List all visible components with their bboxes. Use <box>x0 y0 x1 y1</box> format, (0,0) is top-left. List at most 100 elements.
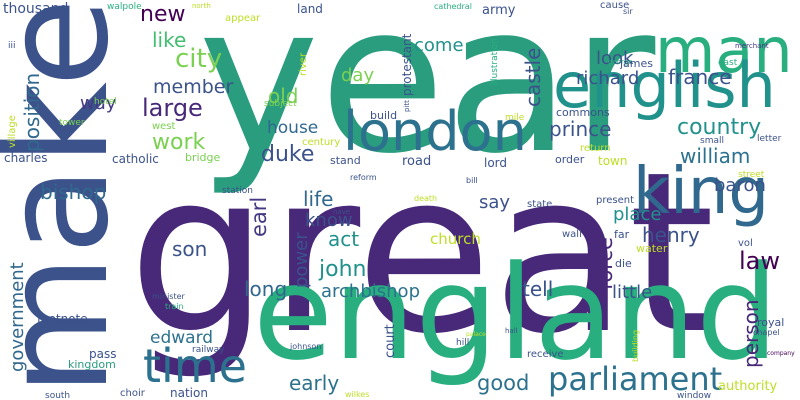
word: duke <box>261 142 314 167</box>
word: life <box>303 187 333 211</box>
word: thousand <box>3 1 68 17</box>
word: english <box>553 49 776 122</box>
word: nation <box>170 386 208 400</box>
word: long <box>244 277 287 301</box>
word: position <box>20 73 44 152</box>
word: army <box>482 3 516 18</box>
word: hall <box>505 327 518 335</box>
word: country <box>677 115 761 140</box>
word: water <box>636 242 668 255</box>
word: member <box>153 76 233 98</box>
word: london <box>343 100 527 163</box>
word: look <box>596 48 634 69</box>
word: village <box>7 115 18 148</box>
word: return <box>580 143 611 154</box>
word: pass <box>89 347 116 361</box>
word: footnote <box>37 312 88 326</box>
word: royal <box>757 316 784 329</box>
word: chapel <box>753 328 780 337</box>
word: like <box>152 28 186 52</box>
word: nave <box>333 208 350 216</box>
word: archbishop <box>321 281 420 302</box>
word: johnson <box>289 342 321 351</box>
word: great <box>128 125 715 383</box>
word: stand <box>330 154 361 167</box>
word: subject <box>264 99 297 109</box>
word: law <box>739 247 780 275</box>
word: reform <box>350 173 377 182</box>
word: way <box>80 93 117 114</box>
word: appear <box>225 13 261 24</box>
word: england <box>253 237 779 389</box>
word: earl <box>247 197 271 237</box>
word: street <box>738 170 765 180</box>
word: river <box>298 52 309 76</box>
word: early <box>289 371 339 395</box>
word: road <box>402 154 431 169</box>
word: george <box>608 58 633 66</box>
word: make <box>0 0 141 396</box>
word: john <box>318 257 366 282</box>
word: baron <box>714 175 766 196</box>
word: act <box>328 227 359 251</box>
word: say <box>479 192 510 213</box>
word: company <box>767 350 795 357</box>
word: hill <box>456 338 469 348</box>
word: railway <box>192 345 225 355</box>
word: west <box>152 121 176 132</box>
word: hotel <box>94 97 117 107</box>
word: tower <box>59 118 85 128</box>
word: wilkes <box>345 390 369 399</box>
word: bridge <box>185 151 221 164</box>
word: far <box>614 228 630 241</box>
word: walpole <box>107 2 142 12</box>
word: force <box>593 237 617 290</box>
word: day <box>341 65 374 86</box>
word: east <box>718 58 738 68</box>
word: man <box>655 14 793 87</box>
word: window <box>677 391 711 400</box>
word: receive <box>527 349 564 360</box>
word: little <box>612 282 652 303</box>
word: good <box>477 371 529 395</box>
word: tell <box>522 277 553 301</box>
word: iii <box>8 41 16 51</box>
word: come <box>414 35 464 56</box>
word: king <box>633 155 769 229</box>
word: time <box>143 339 247 393</box>
word: know <box>305 210 353 231</box>
word: die <box>615 257 632 270</box>
word: cause <box>600 0 629 11</box>
word: prince <box>549 117 611 141</box>
word: place <box>613 204 661 225</box>
word: station <box>222 186 253 196</box>
word: building <box>631 330 640 362</box>
word: illustration <box>490 38 500 86</box>
word: century <box>302 137 340 148</box>
word: house <box>267 118 318 138</box>
word: city <box>175 44 222 74</box>
word: william <box>680 144 750 168</box>
word: edward <box>150 328 213 348</box>
word: court <box>383 324 398 358</box>
word: choir <box>120 388 146 399</box>
word: palace <box>466 331 486 338</box>
word: small <box>700 136 724 146</box>
word: town <box>598 154 627 168</box>
word: work <box>152 130 205 155</box>
word: cathedral <box>434 2 472 11</box>
word: wall <box>562 229 582 240</box>
word: person <box>739 299 763 368</box>
word: merchant <box>735 42 769 50</box>
word: parliament <box>548 360 722 398</box>
word: south <box>45 391 70 400</box>
word: letter <box>757 134 782 144</box>
word: land <box>297 2 323 16</box>
word: bishop <box>40 180 106 204</box>
word: church <box>430 230 481 248</box>
word: lord <box>484 156 507 170</box>
word: kingdom <box>68 358 116 371</box>
word: state <box>527 199 552 210</box>
word: minister <box>152 292 186 301</box>
